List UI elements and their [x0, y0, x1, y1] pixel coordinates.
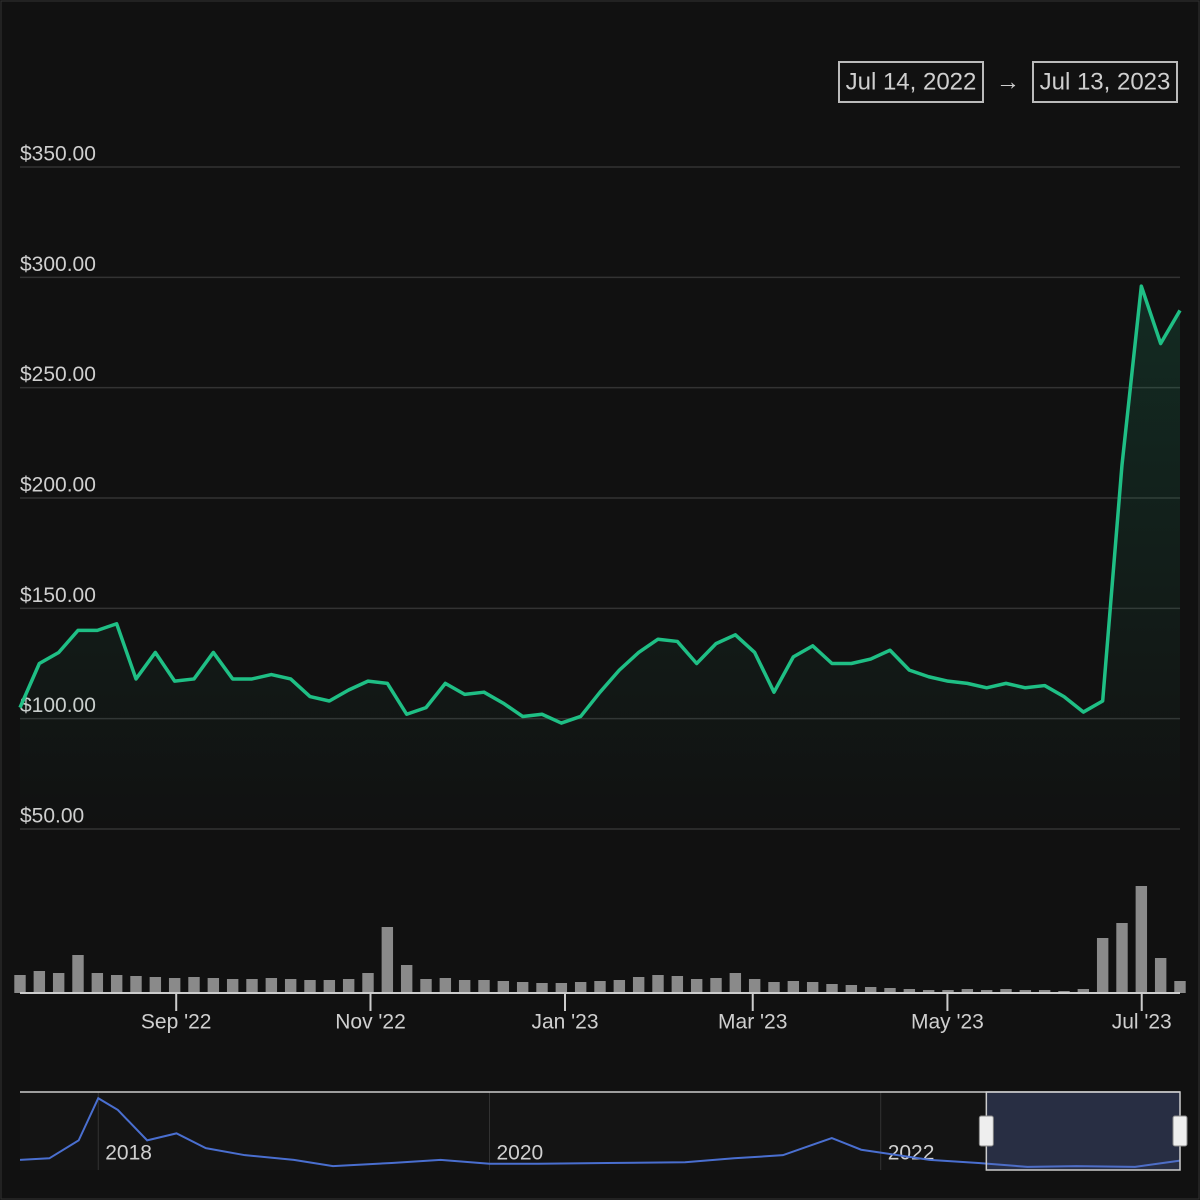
x-tick-label: Jan '23 [531, 1011, 598, 1034]
x-tick-label: Jul '23 [1112, 1011, 1172, 1034]
navigator-tick-label: 2020 [496, 1142, 543, 1165]
volume-bar [884, 988, 896, 993]
volume-bar [14, 975, 26, 993]
volume-bar [613, 980, 626, 993]
volume-bar [265, 978, 278, 993]
volume-bar [1154, 958, 1167, 993]
volume-bar [690, 979, 703, 993]
volume-bar [400, 965, 413, 993]
volume-bar [516, 982, 529, 993]
volume-bar [1077, 989, 1090, 993]
volume-bar [787, 981, 800, 993]
volume-bar [806, 982, 819, 993]
volume-bar [33, 971, 46, 993]
volume-bar [710, 978, 722, 993]
volume-bar [574, 982, 587, 993]
volume-bar [246, 979, 258, 993]
y-tick-label: $350.00 [20, 143, 96, 166]
volume-bar [922, 990, 935, 993]
volume-bar [594, 981, 606, 993]
volume-bar [420, 979, 432, 993]
volume-bar [536, 983, 548, 993]
volume-bar [1000, 989, 1012, 993]
volume-bar [942, 990, 954, 993]
volume-bar [130, 976, 142, 993]
range-arrow: → [996, 68, 1020, 95]
start-date[interactable]: Jul 14, 2022 [846, 68, 977, 95]
volume-bar [381, 927, 394, 993]
volume-bar [304, 980, 316, 993]
volume-bar [458, 980, 471, 993]
volume-bar [362, 973, 374, 993]
navigator-tick-label: 2022 [888, 1142, 935, 1165]
volume-bar [1135, 886, 1148, 993]
volume-bar [323, 980, 336, 993]
volume-bar [188, 977, 200, 993]
end-date-box[interactable] [1032, 61, 1178, 103]
volume-bar [864, 987, 877, 993]
x-tick-label: May '23 [911, 1011, 984, 1034]
start-date-box[interactable] [838, 61, 984, 103]
volume-bar [207, 978, 220, 993]
end-date[interactable]: Jul 13, 2023 [1040, 68, 1171, 95]
volume-bar [748, 979, 761, 993]
area [20, 286, 1180, 829]
y-tick-label: $150.00 [20, 584, 96, 607]
volume-bar [768, 982, 780, 993]
volume-bar [632, 977, 645, 993]
volume-bar [110, 975, 123, 993]
price-line [18, 284, 1182, 725]
volume-bar [671, 976, 684, 993]
navigator-selection[interactable] [985, 1091, 1181, 1171]
y-tick-label: $250.00 [20, 363, 96, 386]
volume-bar [845, 985, 858, 993]
volume-bar [652, 975, 664, 993]
volume-bar [1038, 990, 1051, 993]
navigator-handle[interactable] [978, 1115, 994, 1147]
volume-bar [555, 983, 568, 993]
x-tick-label: Mar '23 [718, 1011, 787, 1034]
volume-bar [1096, 938, 1109, 993]
volume-bar [1116, 923, 1128, 993]
x-tick-label: Sep '22 [141, 1011, 212, 1034]
volume-bar [497, 981, 510, 993]
volume-bar [980, 990, 993, 993]
y-tick-label: $300.00 [20, 253, 96, 276]
volume-bar [168, 978, 181, 993]
volume-bar [729, 973, 742, 993]
volume-bar [439, 978, 452, 993]
navigator-tick-label: 2018 [105, 1142, 152, 1165]
volume-bar [226, 979, 239, 993]
volume-bar [478, 980, 490, 993]
volume-bar [72, 955, 84, 993]
volume-bar [342, 979, 355, 993]
y-tick-label: $200.00 [20, 474, 96, 497]
navigator-line [19, 1096, 1181, 1168]
volume-bar [91, 973, 104, 993]
volume-bar [284, 979, 297, 993]
volume-bar [149, 977, 162, 993]
volume-bar [961, 989, 974, 993]
volume-bar [1019, 990, 1032, 993]
navigator-handle[interactable] [1172, 1115, 1188, 1147]
volume-bar [903, 989, 916, 993]
x-tick-label: Nov '22 [335, 1011, 406, 1034]
volume-bar [1174, 981, 1186, 993]
volume-bar [826, 984, 838, 993]
volume-bar [52, 973, 65, 993]
